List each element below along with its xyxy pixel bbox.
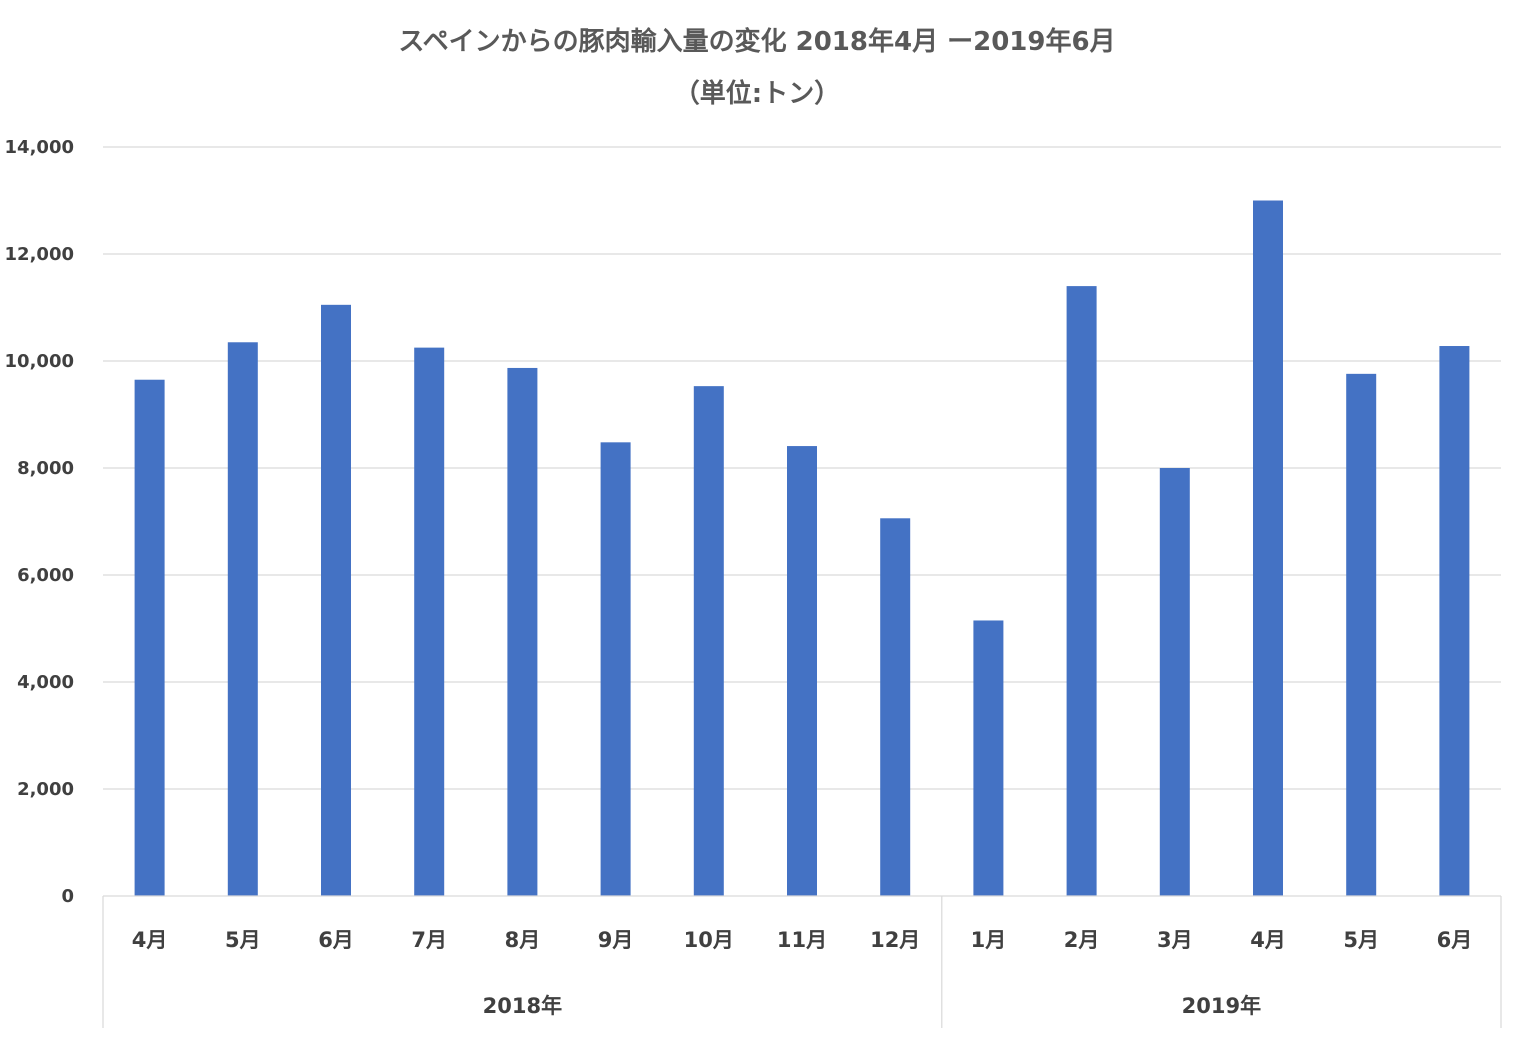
chart-subtitle: （単位:トン） — [674, 78, 840, 109]
y-tick-label: 10,000 — [5, 351, 74, 372]
chart-title: スペインからの豚肉輸入量の変化 2018年4月 ー2019年6月 — [398, 26, 1115, 57]
y-tick-label: 4,000 — [17, 672, 74, 693]
bar — [1439, 346, 1470, 896]
x-tick-label: 12月 — [870, 928, 920, 952]
bar — [321, 304, 351, 896]
bar — [1253, 200, 1283, 896]
y-tick-label: 14,000 — [5, 137, 74, 158]
x-tick-label: 3月 — [1157, 928, 1193, 952]
x-tick-label: 6月 — [1437, 928, 1473, 952]
x-tick-label: 10月 — [684, 928, 734, 952]
y-tick-label: 2,000 — [17, 779, 74, 800]
bar — [787, 446, 817, 896]
y-tick-label: 8,000 — [17, 458, 74, 479]
bar — [134, 379, 165, 897]
x-tick-label: 4月 — [1250, 928, 1286, 952]
x-axis: 4月 5月 6月 7月 8月 9月 10月 11月 12月 1月 2月 3月 4月 5月 6月 2018年 20… — [102, 895, 1502, 1028]
x-tick-label: 4月 — [132, 928, 168, 952]
bar — [1159, 468, 1190, 896]
y-tick-label: 0 — [61, 886, 74, 907]
x-tick-label: 6月 — [318, 928, 354, 952]
bar — [507, 367, 538, 897]
y-tick-label: 6,000 — [17, 565, 74, 586]
x-tick-label: 5月 — [225, 928, 261, 952]
bar — [227, 342, 258, 896]
bar — [973, 620, 1004, 896]
y-axis-ticks: 0 2,000 4,000 6,000 8,000 10,000 12,000 14,000 — [5, 137, 74, 907]
y-tick-label: 12,000 — [5, 244, 74, 265]
x-group-label: 2018年 — [483, 994, 562, 1018]
x-tick-label: 11月 — [777, 928, 827, 952]
x-tick-label: 1月 — [971, 928, 1007, 952]
bar — [414, 347, 445, 896]
bars — [134, 200, 1470, 897]
x-tick-label: 8月 — [505, 928, 541, 952]
x-tick-label: 2月 — [1064, 928, 1100, 952]
bar — [880, 518, 911, 896]
bar — [1346, 373, 1377, 897]
bar — [600, 442, 631, 896]
bar — [1066, 286, 1097, 897]
bar — [693, 386, 724, 896]
x-group-label: 2019年 — [1182, 994, 1261, 1018]
x-tick-label: 9月 — [598, 928, 634, 952]
x-tick-label: 7月 — [411, 928, 447, 952]
x-tick-label: 5月 — [1343, 928, 1379, 952]
